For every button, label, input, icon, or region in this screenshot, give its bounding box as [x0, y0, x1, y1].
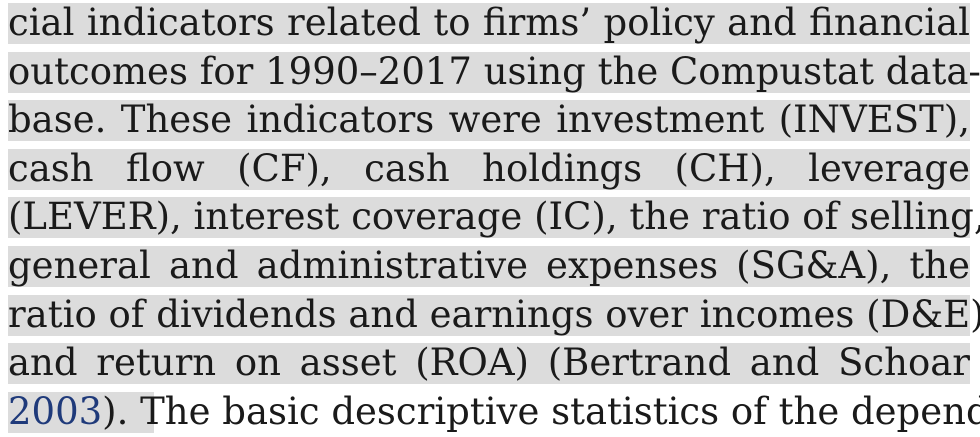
line-text: outcomes for 1990–2017 using the Compust…	[8, 49, 980, 93]
paragraph: cial indicators related to firms’ policy…	[8, 0, 980, 437]
text-line: cial indicators related to firms’ policy…	[8, 0, 970, 49]
line-text: (LEVER), interest coverage (IC), the rat…	[8, 195, 980, 239]
highlight-band	[8, 343, 970, 385]
text-line: general and administrative expenses (SG&…	[8, 243, 970, 292]
highlight-band	[8, 3, 970, 44]
text-line: (LEVER), interest coverage (IC), the rat…	[8, 194, 980, 243]
line-text: 2003). The basic descriptive statistics …	[8, 389, 980, 435]
text-line: base. These indicators were investment (…	[8, 97, 970, 146]
text-line: cash flow (CF), cash holdings (CH), leve…	[8, 146, 970, 195]
highlight-band	[8, 100, 970, 142]
highlight-band	[8, 197, 970, 239]
highlight-band	[8, 51, 970, 93]
line-text: base. These indicators were investment (…	[8, 98, 970, 142]
highlight-band-partial	[8, 391, 154, 433]
line-text: cash flow (CF), cash holdings (CH), leve…	[8, 146, 970, 190]
line-text: general and administrative expenses (SG&…	[8, 243, 970, 287]
line-text-rest: ). The basic descriptive statistics of t…	[102, 389, 980, 433]
text-line: ratio of dividends and earnings over inc…	[8, 292, 980, 341]
highlight-band	[8, 245, 970, 287]
line-text: ratio of dividends and earnings over inc…	[8, 292, 980, 336]
citation-link[interactable]: 2003	[8, 389, 103, 433]
highlight-band	[8, 148, 970, 190]
text-line: outcomes for 1990–2017 using the Compust…	[8, 49, 980, 98]
text-line: and return on asset (ROA) (Bertrand and …	[8, 340, 970, 389]
highlight-band	[8, 294, 970, 336]
text-line-last: 2003). The basic descriptive statistics …	[8, 389, 980, 437]
line-text: cial indicators related to firms’ policy…	[8, 1, 970, 44]
line-text: and return on asset (ROA) (Bertrand and …	[8, 341, 970, 385]
